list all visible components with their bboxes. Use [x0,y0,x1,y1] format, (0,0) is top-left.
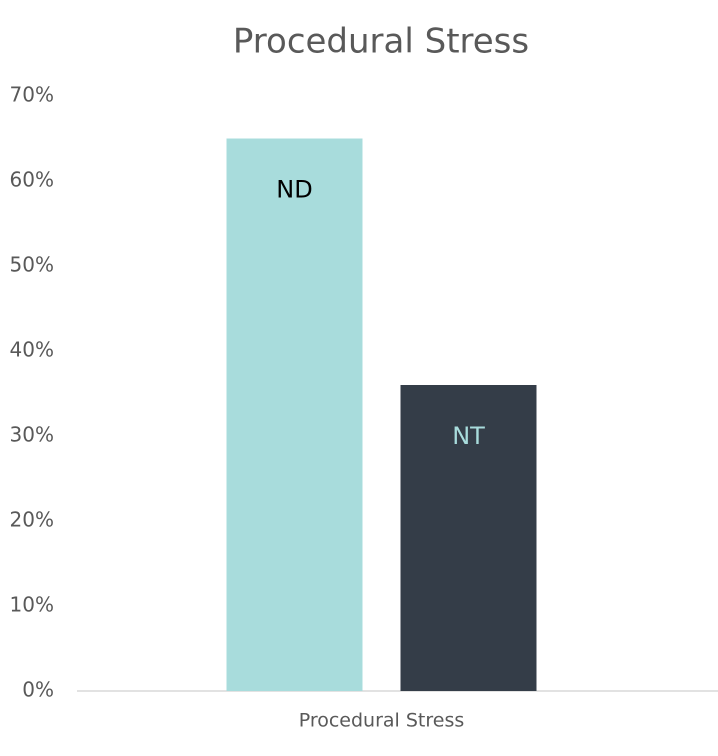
bar [226,138,363,691]
y-tick-label: 60% [10,168,54,192]
y-tick-label: 40% [10,338,54,362]
y-tick-label: 20% [10,508,54,532]
y-tick-label: 30% [10,423,54,447]
bar-label: ND [276,176,312,204]
y-tick-label: 0% [22,678,54,702]
y-tick-label: 50% [10,253,54,277]
bar [400,385,537,691]
x-tick-label: Procedural Stress [299,710,465,732]
bar-label: NT [452,422,485,450]
chart-title: Procedural Stress [233,22,529,62]
y-tick-label: 70% [10,83,54,107]
y-tick-label: 10% [10,593,54,617]
